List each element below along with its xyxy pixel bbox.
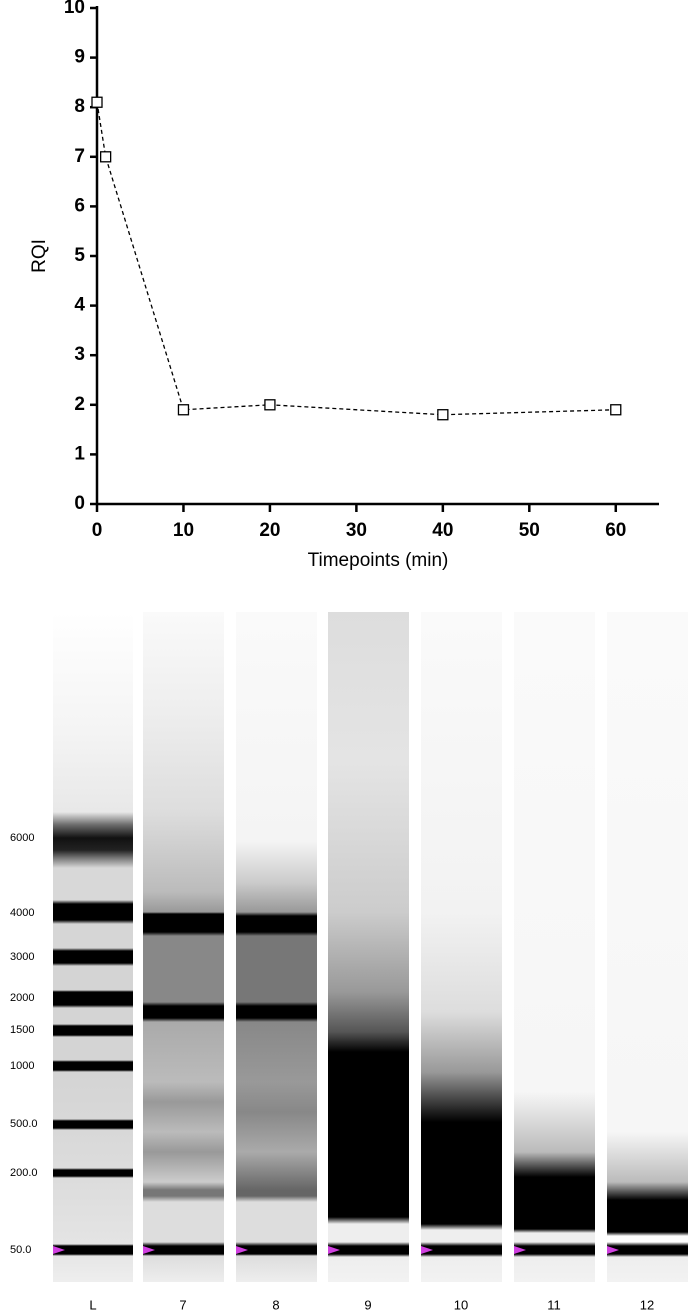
ladder-label: 1500 bbox=[10, 1024, 34, 1036]
y-tick-label: 1 bbox=[74, 443, 85, 464]
y-tick-label: 6 bbox=[74, 195, 85, 216]
y-tick-label: 3 bbox=[74, 344, 85, 365]
marker-arrow bbox=[607, 1246, 619, 1254]
lane-label: L bbox=[89, 1297, 96, 1312]
lane-label: 9 bbox=[364, 1297, 371, 1312]
ladder-label: 6000 bbox=[10, 832, 34, 844]
ladder-label: 50.0 bbox=[10, 1244, 31, 1256]
ladder-label: 2000 bbox=[10, 992, 34, 1004]
y-tick-label: 7 bbox=[74, 146, 85, 167]
x-tick-label: 60 bbox=[605, 520, 626, 541]
gel-lane bbox=[328, 612, 409, 1282]
x-tick-label: 30 bbox=[346, 520, 367, 541]
data-point bbox=[610, 404, 622, 416]
marker-arrow bbox=[421, 1246, 433, 1254]
gel-lane bbox=[421, 612, 502, 1282]
ladder-label: 500.0 bbox=[10, 1118, 38, 1130]
lane-label: 12 bbox=[640, 1297, 654, 1312]
ladder-label: 1000 bbox=[10, 1060, 34, 1072]
y-tick-label: 5 bbox=[74, 245, 85, 266]
y-tick-label: 0 bbox=[74, 493, 85, 514]
marker-arrow bbox=[53, 1246, 65, 1254]
gel-lane bbox=[514, 612, 595, 1282]
y-tick-label: 4 bbox=[74, 295, 85, 316]
gel-lane bbox=[143, 612, 224, 1282]
x-tick-label: 50 bbox=[519, 520, 540, 541]
gel-lane bbox=[53, 612, 133, 1282]
data-line bbox=[96, 102, 616, 416]
lane-label: 8 bbox=[272, 1297, 279, 1312]
y-tick-label: 10 bbox=[64, 0, 85, 18]
x-tick-label: 40 bbox=[432, 520, 453, 541]
y-tick-label: 2 bbox=[74, 394, 85, 415]
x-tick-label: 20 bbox=[259, 520, 280, 541]
marker-arrow bbox=[328, 1246, 340, 1254]
data-point bbox=[264, 399, 276, 411]
data-point bbox=[99, 151, 112, 163]
gel-lane bbox=[236, 612, 317, 1282]
data-point bbox=[177, 404, 190, 416]
marker-arrow bbox=[514, 1246, 526, 1254]
marker-arrow bbox=[143, 1246, 155, 1254]
ladder-label: 3000 bbox=[10, 951, 34, 963]
lane-label: 11 bbox=[547, 1297, 561, 1312]
lane-label: 10 bbox=[454, 1297, 468, 1312]
lane-label: 7 bbox=[179, 1297, 186, 1312]
y-axis-label: RQI bbox=[29, 239, 50, 273]
y-tick-label: 9 bbox=[74, 47, 85, 68]
data-point bbox=[437, 409, 449, 421]
marker-arrow bbox=[236, 1246, 248, 1254]
ladder-label: 4000 bbox=[10, 907, 34, 919]
x-tick-label: 10 bbox=[173, 520, 194, 541]
gel-lane bbox=[607, 612, 688, 1282]
ladder-label: 200.0 bbox=[10, 1167, 38, 1179]
data-point bbox=[91, 96, 103, 108]
y-tick-label: 8 bbox=[74, 96, 85, 117]
x-axis-label: Timepoints (min) bbox=[308, 550, 449, 571]
x-tick-label: 0 bbox=[92, 520, 103, 541]
